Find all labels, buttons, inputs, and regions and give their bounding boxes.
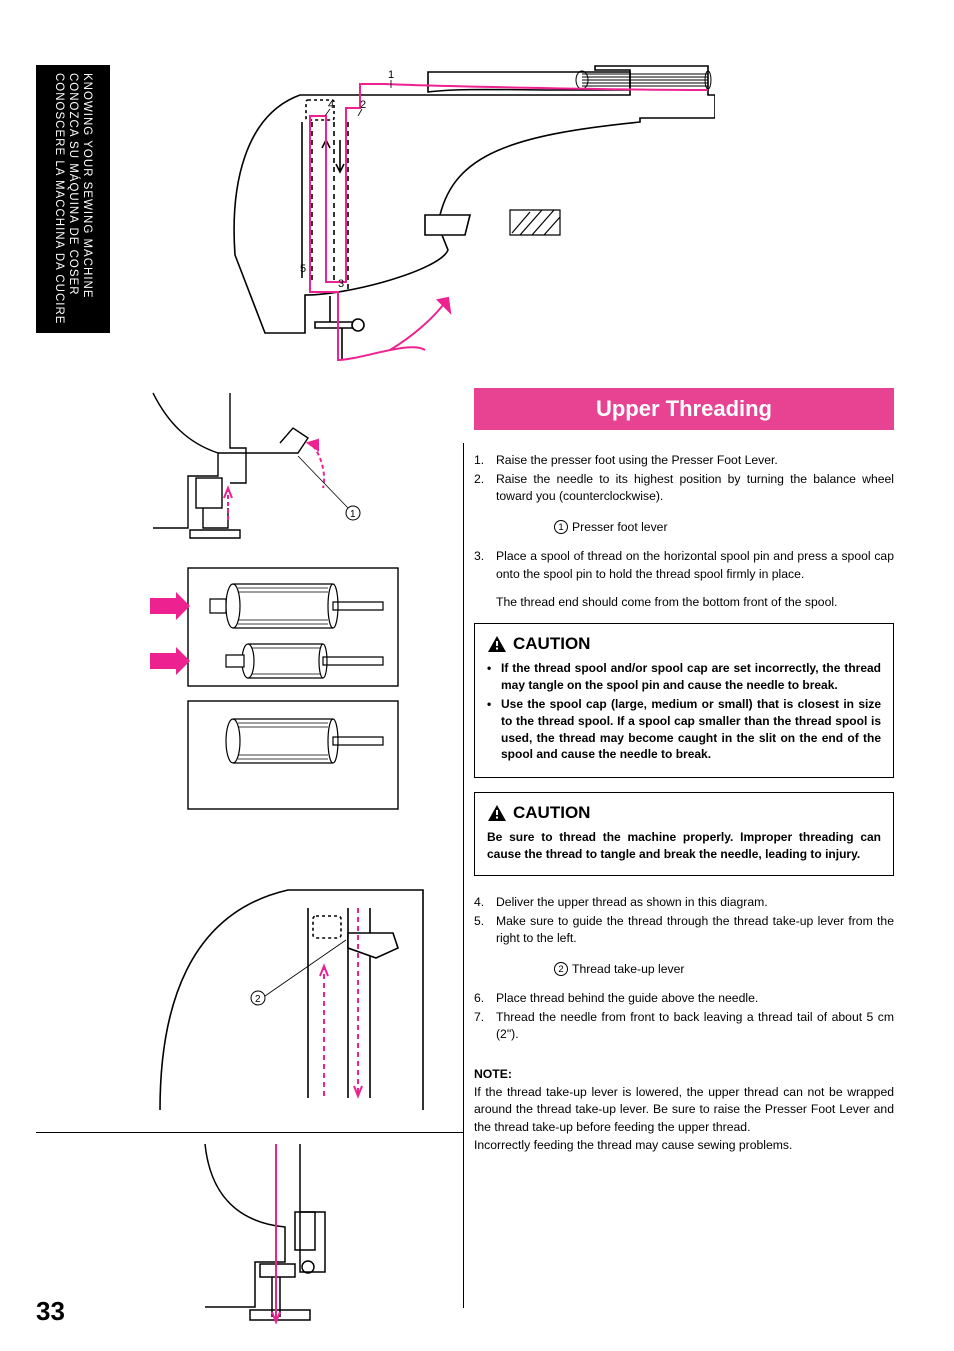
diagram-spool-caps <box>148 566 408 816</box>
label-text: Thread take-up lever <box>572 962 684 976</box>
tab-line-1: KNOWING YOUR SEWING MACHINE <box>81 73 93 324</box>
caution-heading: CAUTION <box>513 803 590 823</box>
warning-icon <box>487 804 507 822</box>
callout-label-2: 2 Thread take-up lever <box>554 962 894 976</box>
steps-list-b: 3.Place a spool of thread on the horizon… <box>474 548 894 583</box>
circled-number: 2 <box>554 962 568 976</box>
step-text: Thread the needle from front to back lea… <box>496 1009 894 1044</box>
svg-text:1: 1 <box>350 509 356 520</box>
callout-label-1: 1 Presser foot lever <box>554 520 894 534</box>
column-divider <box>463 443 464 1308</box>
indent-note: The thread end should come from the bott… <box>496 595 894 609</box>
svg-text:2: 2 <box>360 99 366 111</box>
circled-number: 1 <box>554 520 568 534</box>
step-num: 1. <box>474 452 496 470</box>
caution-item: Use the spool cap (large, medium or smal… <box>501 696 881 763</box>
step-num: 7. <box>474 1009 496 1044</box>
step-text: Raise the needle to its highest position… <box>496 471 894 506</box>
bullet: • <box>487 660 501 694</box>
step-text: Place thread behind the guide above the … <box>496 990 758 1008</box>
section-title: Upper Threading <box>474 388 894 430</box>
note-body: Incorrectly feeding the thread may cause… <box>474 1137 894 1155</box>
caution-heading: CAUTION <box>513 634 590 654</box>
svg-text:2: 2 <box>255 994 261 1005</box>
diagram-takeup-lever: 2 <box>148 878 428 1113</box>
step-text: Raise the presser foot using the Presser… <box>496 452 778 470</box>
step-num: 6. <box>474 990 496 1008</box>
label-text: Presser foot lever <box>572 520 668 534</box>
svg-text:1: 1 <box>388 69 394 81</box>
page-number: 33 <box>36 1296 65 1327</box>
diagram-main-threading: 1 2 3 4 5 <box>210 60 715 370</box>
svg-text:5: 5 <box>300 263 306 275</box>
note-heading: NOTE: <box>474 1066 894 1084</box>
tab-line-2: CONOZCA SU MÁQUINA DE COSER <box>67 73 79 324</box>
caution-item: If the thread spool and/or spool cap are… <box>501 660 881 694</box>
caution-box-2: CAUTION Be sure to thread the machine pr… <box>474 792 894 876</box>
content-column: Upper Threading 1.Raise the presser foot… <box>474 388 894 1154</box>
diagram-presser-foot: 1 <box>148 388 373 548</box>
step-num: 5. <box>474 913 496 948</box>
steps-list-d: 6.Place thread behind the guide above th… <box>474 990 894 1044</box>
row-divider <box>36 1132 463 1133</box>
step-text: Place a spool of thread on the horizonta… <box>496 548 894 583</box>
step-num: 3. <box>474 548 496 583</box>
svg-text:3: 3 <box>338 278 344 290</box>
warning-icon <box>487 635 507 653</box>
step-num: 4. <box>474 894 496 912</box>
step-text: Make sure to guide the thread through th… <box>496 913 894 948</box>
step-num: 2. <box>474 471 496 506</box>
svg-text:4: 4 <box>328 99 334 111</box>
caution-text: Be sure to thread the machine properly. … <box>487 829 881 863</box>
chapter-tab: CONOSCERE LA MACCHINA DA CUCIRE CONOZCA … <box>36 65 110 333</box>
steps-list-a: 1.Raise the presser foot using the Press… <box>474 452 894 506</box>
bullet: • <box>487 696 501 763</box>
note-body: If the thread take-up lever is lowered, … <box>474 1084 894 1137</box>
caution-box-1: CAUTION •If the thread spool and/or spoo… <box>474 623 894 778</box>
tab-line-3: CONOSCERE LA MACCHINA DA CUCIRE <box>53 73 65 324</box>
step-text: Deliver the upper thread as shown in thi… <box>496 894 768 912</box>
steps-list-c: 4.Deliver the upper thread as shown in t… <box>474 894 894 948</box>
note-block: NOTE: If the thread take-up lever is low… <box>474 1066 894 1154</box>
diagram-needle-guide <box>200 1142 390 1327</box>
